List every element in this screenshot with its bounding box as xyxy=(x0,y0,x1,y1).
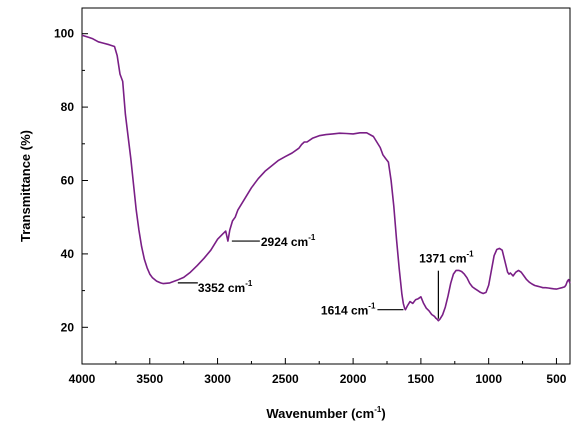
y-tick-label: 100 xyxy=(54,27,74,41)
y-tick-label: 80 xyxy=(61,100,75,114)
y-tick-label: 60 xyxy=(61,173,75,187)
y-tick-label: 40 xyxy=(61,247,75,261)
y-axis-title: Transmittance (%) xyxy=(18,130,33,242)
annotation-label: 3352 cm-1 xyxy=(198,279,253,295)
x-tick-label: 1000 xyxy=(475,372,502,386)
plot-frame xyxy=(81,7,571,365)
annotation-label: 1614 cm-1 xyxy=(321,302,376,318)
x-tick-label: 2500 xyxy=(272,372,299,386)
x-tick-label: 3500 xyxy=(136,372,163,386)
x-tick-label: 4000 xyxy=(69,372,96,386)
x-axis-title: Wavenumber (cm-1) xyxy=(266,405,385,421)
spectrum-line xyxy=(81,34,571,322)
x-tick-label: 3000 xyxy=(204,372,231,386)
x-tick-label: 2000 xyxy=(340,372,367,386)
x-tick-label: 1500 xyxy=(408,372,435,386)
y-tick-label: 20 xyxy=(61,320,75,334)
annotation-label: 1371 cm-1 xyxy=(419,250,474,266)
x-tick-label: 500 xyxy=(546,372,566,386)
annotation-label: 2924 cm-1 xyxy=(261,233,316,249)
